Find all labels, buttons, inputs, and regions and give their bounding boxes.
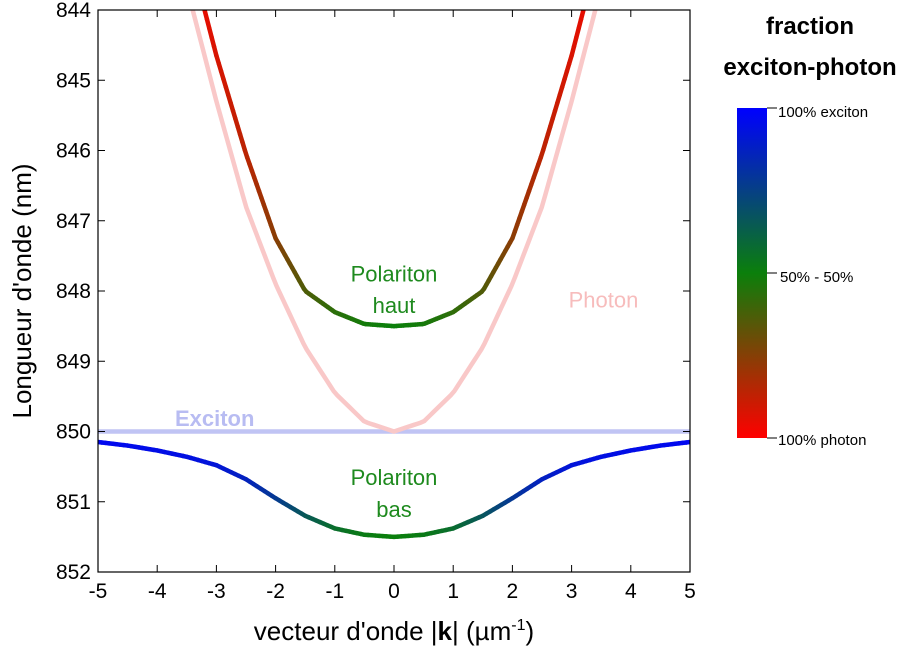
y-tick-label: 844 xyxy=(56,0,91,22)
series-polariton-haut xyxy=(202,10,586,329)
x-tick-label: -2 xyxy=(266,580,285,603)
polariton-haut-segment xyxy=(578,10,586,22)
y-axis-title: Longueur d'onde (nm) xyxy=(7,163,37,418)
colorbar-label-bottom: 100% photon xyxy=(778,432,866,449)
x-tick-label: 3 xyxy=(566,580,578,603)
series-layer xyxy=(98,10,690,540)
annotation-polariton-bas-line1: Polariton xyxy=(351,465,438,490)
y-tick-label: 850 xyxy=(56,421,91,444)
x-tick-label: -1 xyxy=(325,580,344,603)
colorbar-title-line1: fraction xyxy=(766,13,854,40)
y-tick-label: 845 xyxy=(56,69,91,92)
colorbar-label-top: 100% exciton xyxy=(778,104,868,121)
y-tick-label: 852 xyxy=(56,561,91,584)
annotation-polariton-haut-line2: haut xyxy=(373,293,416,318)
x-tick-label: -5 xyxy=(89,580,108,603)
y-tick-label: 846 xyxy=(56,140,91,163)
series-photon xyxy=(190,10,598,434)
x-tick-label: 2 xyxy=(507,580,519,603)
y-tick-label: 847 xyxy=(56,210,91,233)
x-tick-label: -3 xyxy=(207,580,226,603)
annotation-photon-label: Photon xyxy=(569,287,639,312)
y-tick-label: 848 xyxy=(56,280,91,303)
annotation-exciton-label: Exciton xyxy=(175,406,254,431)
colorbar: fraction exciton-photon 100% exciton 50%… xyxy=(723,13,896,449)
annotation-polariton-bas-line2: bas xyxy=(376,497,411,522)
series-polariton-bas xyxy=(98,439,690,540)
colorbar-label-mid: 50% - 50% xyxy=(780,269,853,286)
y-tick-label: 851 xyxy=(56,491,91,514)
x-tick-label: 1 xyxy=(447,580,459,603)
annotation-polariton-haut-line1: Polariton xyxy=(351,261,438,286)
x-axis-title: vecteur d'onde |k| (µm-1) xyxy=(254,616,534,646)
y-tick-label: 849 xyxy=(56,350,91,373)
x-tick-label: -4 xyxy=(148,580,167,603)
colorbar-gradient xyxy=(737,108,767,438)
x-tick-label: 0 xyxy=(388,580,400,603)
x-tick-label: 5 xyxy=(684,580,696,603)
x-tick-label: 4 xyxy=(625,580,637,603)
ticks-layer: -5 -4 -3 -2 -1 0 1 2 3 4 5 844 845 846 847 848 849 850 851… xyxy=(56,0,696,603)
annotation-layer: Polariton haut Polariton bas Photon Exciton xyxy=(175,261,638,521)
colorbar-title-line2: exciton-photon xyxy=(723,54,896,81)
